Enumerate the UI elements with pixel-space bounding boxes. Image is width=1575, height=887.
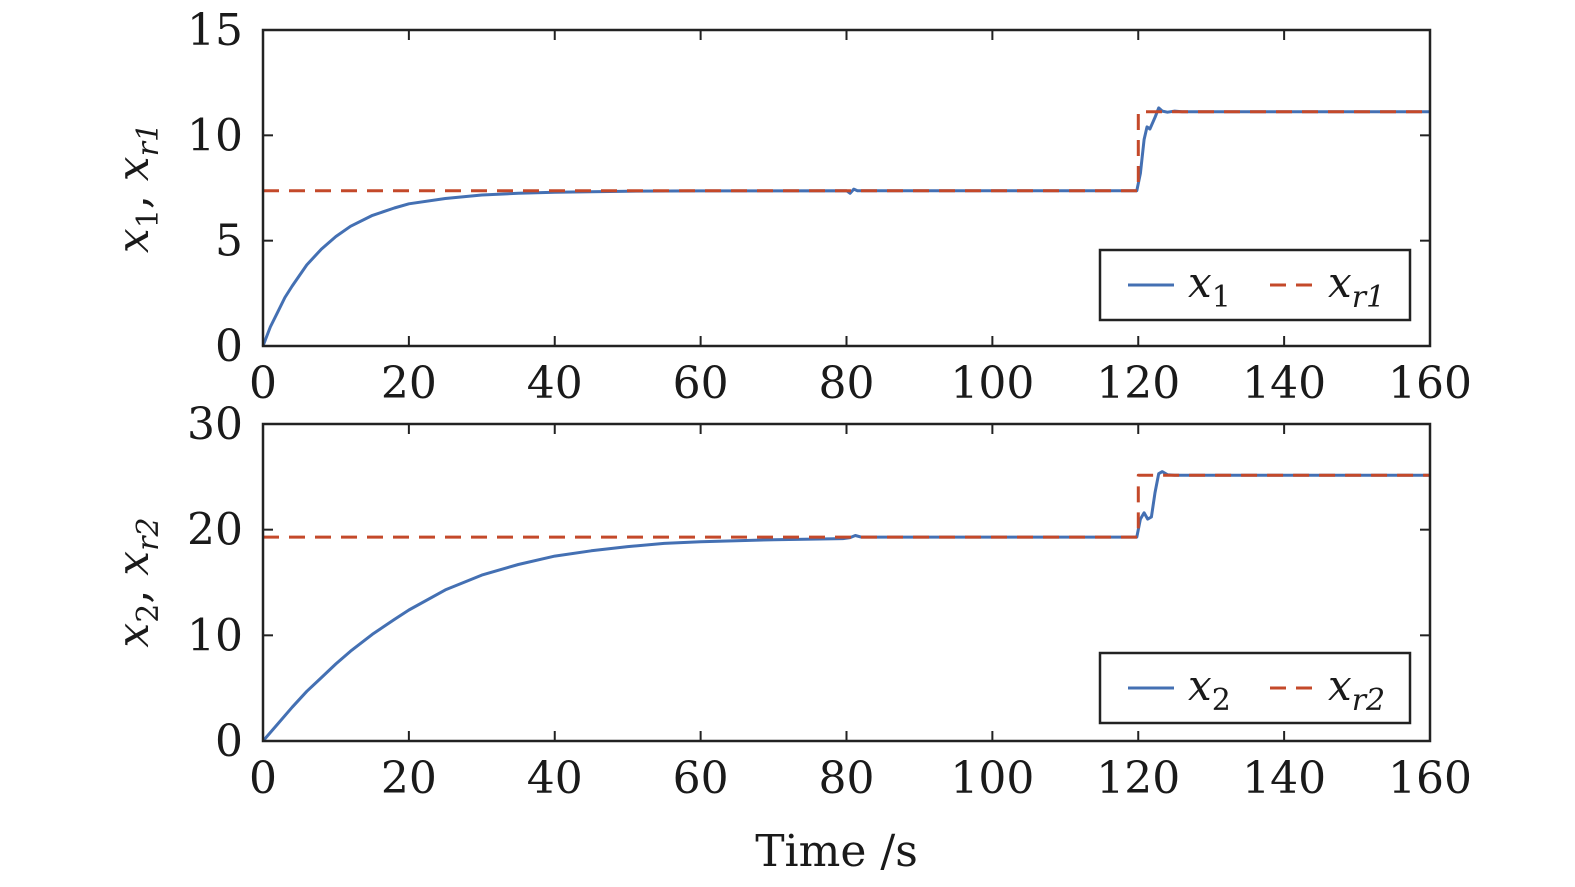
legend-label-x2: x2 bbox=[1188, 661, 1231, 718]
x-tick-label: 100 bbox=[950, 753, 1034, 804]
legend-label-xr1: xr1 bbox=[1328, 258, 1385, 315]
x-tick-label: 20 bbox=[381, 358, 437, 409]
legend: x2 xr2 bbox=[1098, 651, 1412, 725]
x-tick-label: 140 bbox=[1242, 358, 1326, 409]
x-tick-label: 20 bbox=[381, 753, 437, 804]
x-tick-label: 120 bbox=[1096, 753, 1180, 804]
axes-box bbox=[261, 422, 1432, 743]
x-tick-label: 0 bbox=[249, 358, 277, 409]
legend-label-x1: x1 bbox=[1188, 258, 1231, 315]
x-tick-label: 40 bbox=[527, 358, 583, 409]
y-tick-label: 5 bbox=[215, 216, 243, 267]
y-tick-label: 30 bbox=[187, 399, 243, 450]
chart-top: 0 20 40 60 80 100 120 140 160 0 5 10 15 x1, xr1 x1 xr1 bbox=[108, 5, 1472, 409]
axes-box bbox=[261, 28, 1432, 348]
x-tick-label: 0 bbox=[249, 753, 277, 804]
x-tick-label: 80 bbox=[819, 753, 875, 804]
x-tick-label: 60 bbox=[673, 753, 729, 804]
series-x1 bbox=[261, 106, 1430, 347]
x-tick-label: 160 bbox=[1388, 358, 1472, 409]
x-tick-label: 140 bbox=[1242, 753, 1326, 804]
y-tick-label: 15 bbox=[187, 5, 243, 56]
y-axis-label: x1, xr1 bbox=[108, 123, 166, 253]
series-xr1 bbox=[263, 110, 1430, 193]
x-tick-label: 100 bbox=[950, 358, 1034, 409]
y-tick-label: 20 bbox=[187, 505, 243, 556]
x-tick-label: 120 bbox=[1096, 358, 1180, 409]
x-tick-label: 160 bbox=[1388, 753, 1472, 804]
y-tick-label: 0 bbox=[215, 321, 243, 372]
legend-label-xr2: xr2 bbox=[1328, 661, 1385, 718]
x-tick-label: 40 bbox=[527, 753, 583, 804]
x-tick-label: 80 bbox=[819, 358, 875, 409]
x-axis-label: Time /s bbox=[755, 826, 918, 877]
x-tick-label: 60 bbox=[673, 358, 729, 409]
y-tick-label: 10 bbox=[187, 610, 243, 661]
y-tick-label: 0 bbox=[215, 716, 243, 767]
y-axis-label: x2, xr2 bbox=[108, 517, 166, 647]
series-x2 bbox=[261, 470, 1430, 742]
y-tick-label: 10 bbox=[187, 110, 243, 161]
series-xr2 bbox=[263, 473, 1430, 539]
chart-bottom: 0 20 40 60 80 100 120 140 160 0 10 20 30 x2, xr2 Time … bbox=[108, 399, 1472, 877]
legend: x1 xr1 bbox=[1098, 248, 1412, 322]
